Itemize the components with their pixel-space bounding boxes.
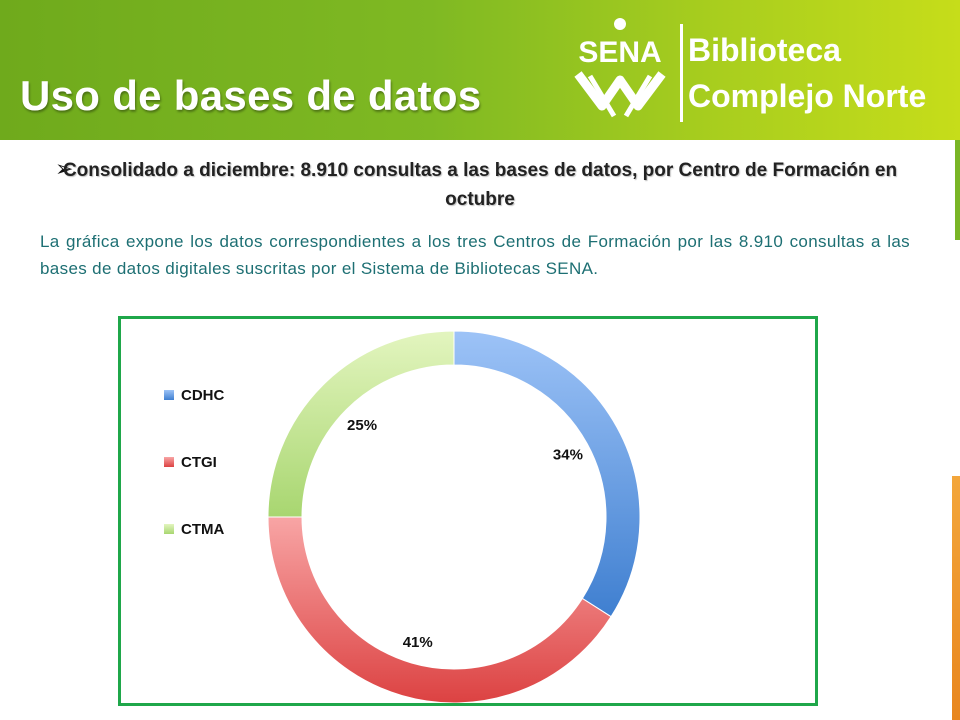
legend-swatch-cdhc (164, 390, 174, 400)
legend-label-cdhc: CDHC (181, 387, 224, 404)
legend-label-ctma: CTMA (181, 521, 224, 538)
chart-description: La gráfica expone los datos correspondie… (40, 232, 910, 278)
doughnut-slice-ctma (267, 330, 455, 518)
data-label-ctma: 25% (347, 417, 377, 434)
data-label-ctgi: 41% (403, 634, 433, 651)
doughnut-slice-cdhc (453, 330, 641, 618)
chart-frame: 34% 41% 25% CDHC CTGI CTMA (118, 316, 818, 706)
sena-logo-text: SENA (578, 36, 661, 69)
header-banner: Uso de bases de datos SENA Biblioteca Co… (0, 0, 960, 140)
brand-line-2: Complejo Norte (688, 78, 927, 114)
legend-swatch-ctma (164, 524, 174, 534)
page-title: Uso de bases de datos (20, 72, 482, 119)
doughnut-chart: 34% 41% 25% CDHC CTGI CTMA (164, 330, 641, 703)
chart-subtitle: Consolidado a diciembre: 8.910 consultas… (62, 160, 898, 210)
legend-swatch-ctgi (164, 457, 174, 467)
legend-label-ctgi: CTGI (181, 454, 217, 471)
accent-strip-orange (952, 476, 960, 720)
sena-logo: SENA (574, 18, 666, 118)
bullet-arrow-icon: ➢ (55, 156, 74, 181)
brand-line-1: Biblioteca (688, 32, 841, 68)
accent-strip-green (955, 140, 960, 240)
data-label-cdhc: 34% (553, 446, 583, 463)
doughnut-slice-ctgi (267, 516, 612, 703)
logo-divider (680, 24, 683, 122)
